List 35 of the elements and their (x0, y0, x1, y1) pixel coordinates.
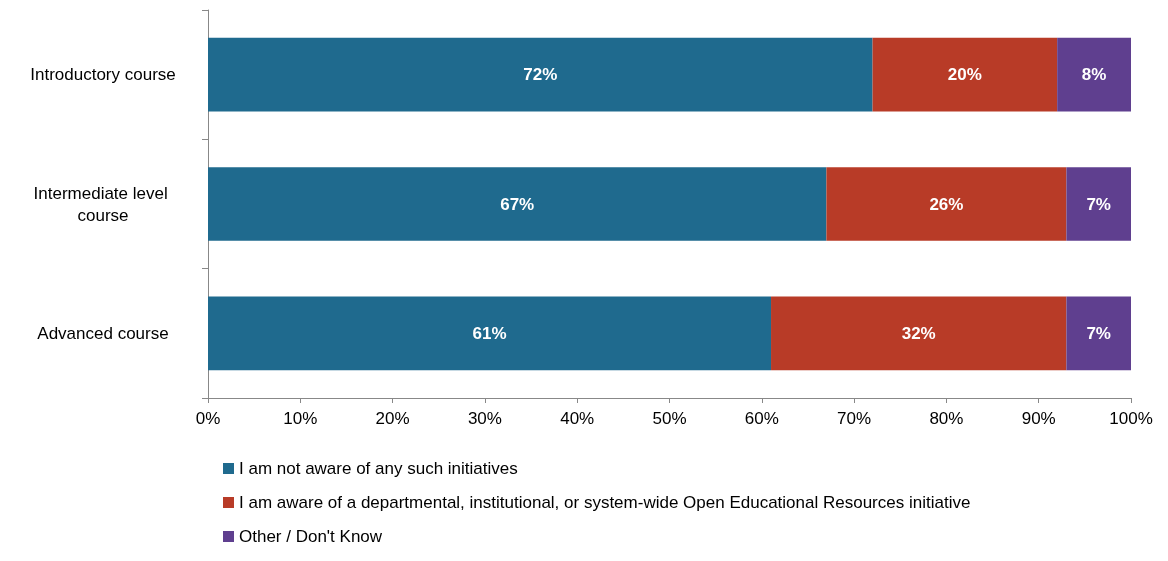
bar (208, 167, 827, 241)
data-label: 32% (901, 323, 936, 343)
data-label: 7% (1086, 323, 1111, 343)
bar (1057, 37, 1131, 112)
bar (771, 296, 1067, 371)
bar (1066, 167, 1131, 241)
bar (208, 37, 873, 112)
y-tick-label: Intermediate level course (33, 183, 173, 225)
x-tick-label: 100% (1109, 409, 1153, 428)
x-tick-label: 10% (283, 409, 318, 428)
y-tick-label: Advanced course (37, 323, 169, 343)
data-label: 72% (523, 65, 558, 85)
bar (1066, 296, 1131, 371)
x-tick-label: 40% (560, 409, 595, 428)
data-label: 7% (1086, 194, 1111, 214)
data-label: 67% (500, 194, 535, 214)
legend-label: Other / Don't Know (239, 527, 383, 546)
x-tick-label: 0% (195, 409, 221, 428)
data-label: 61% (472, 323, 507, 343)
data-label: 20% (947, 65, 982, 85)
y-tick-label: Introductory course (30, 65, 176, 85)
x-tick-label: 50% (652, 409, 687, 428)
bar (872, 37, 1058, 112)
x-tick-label: 30% (467, 409, 502, 428)
data-label: 8% (1081, 65, 1107, 85)
data-label: 26% (929, 194, 964, 214)
x-tick-label: 60% (744, 409, 779, 428)
x-tick-label: 90% (1021, 409, 1056, 428)
legend-label: I am aware of a departmental, institutional, or system-wide Open Educational Resources initiative (239, 493, 971, 512)
x-tick-label: 80% (929, 409, 964, 428)
bar (826, 167, 1067, 241)
x-tick-label: 70% (837, 409, 872, 428)
x-tick-label: 20% (375, 409, 410, 428)
bar (208, 296, 772, 371)
legend-label: I am not aware of any such initiatives (239, 459, 518, 478)
